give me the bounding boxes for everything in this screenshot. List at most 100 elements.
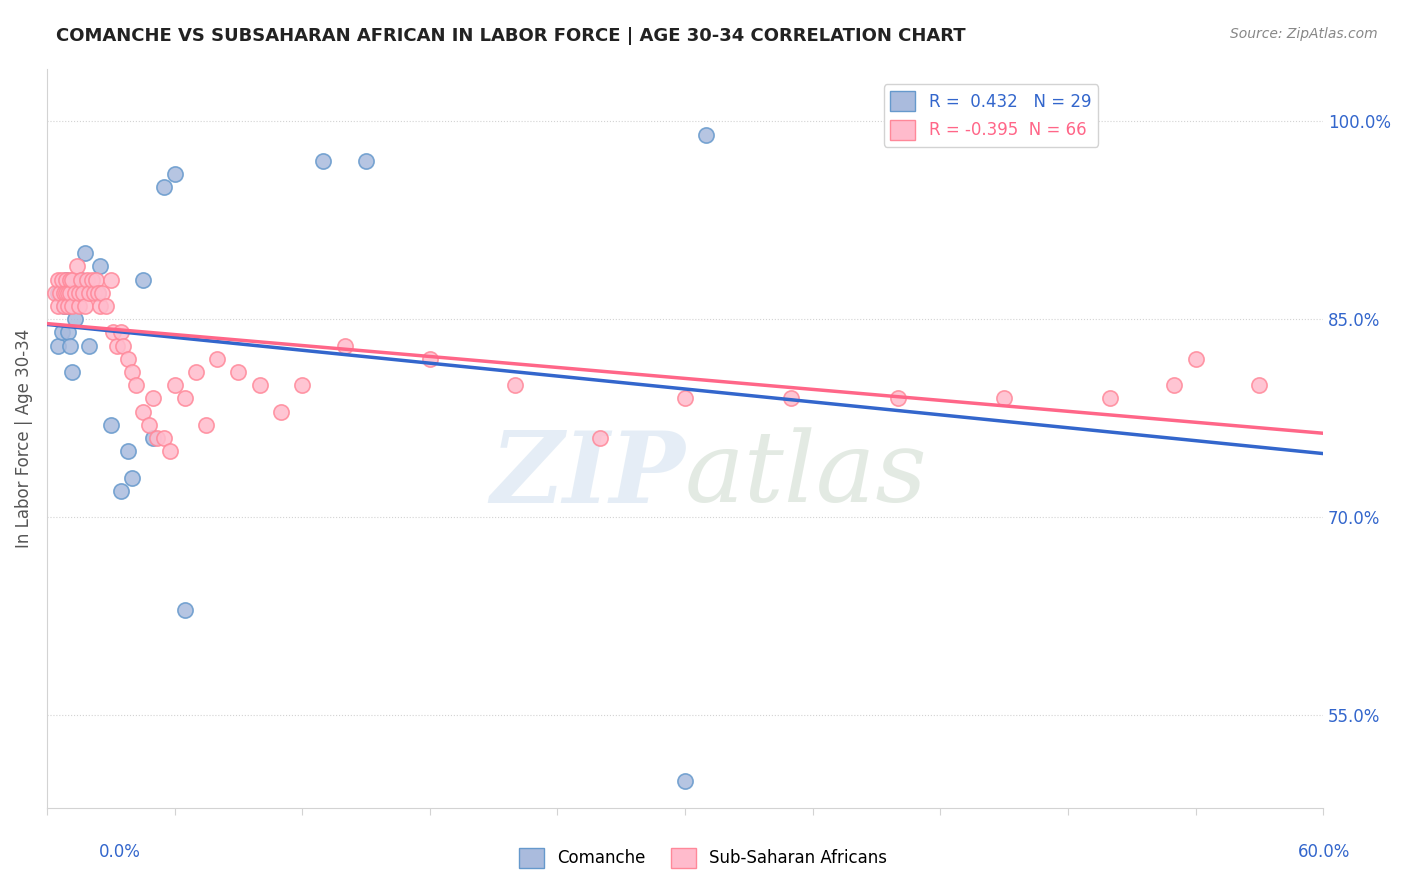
Point (163, 167, 186, 181)
Point (886, 392, 908, 406)
Point (100, 417, 122, 432)
Point (56, 299, 79, 313)
Point (56, 285, 79, 300)
Point (174, 602, 197, 616)
Point (117, 351, 139, 366)
Point (52, 299, 75, 313)
Point (76, 273, 98, 287)
Point (163, 378, 186, 392)
Point (89, 299, 111, 313)
Point (66, 260, 89, 274)
Point (59, 339, 82, 353)
Point (153, 180, 176, 194)
Text: 60.0%: 60.0% (1298, 843, 1350, 861)
Text: 0.0%: 0.0% (98, 843, 141, 861)
Point (105, 339, 128, 353)
Point (89, 260, 111, 274)
Point (75, 246, 97, 260)
Text: COMANCHE VS SUBSAHARAN AFRICAN IN LABOR FORCE | AGE 30-34 CORRELATION CHART: COMANCHE VS SUBSAHARAN AFRICAN IN LABOR … (56, 27, 966, 45)
Y-axis label: In Labor Force | Age 30-34: In Labor Force | Age 30-34 (15, 328, 32, 548)
Point (91, 285, 114, 300)
Point (249, 378, 271, 392)
Point (62, 365, 84, 379)
Point (695, 128, 717, 142)
Point (51, 273, 73, 287)
Point (1249, 378, 1271, 392)
Point (503, 378, 526, 392)
Point (55, 285, 77, 300)
Point (63, 312, 86, 326)
Legend: Comanche, Sub-Saharan Africans: Comanche, Sub-Saharan Africans (512, 841, 894, 875)
Point (112, 339, 135, 353)
Point (110, 483, 132, 498)
Point (70, 273, 93, 287)
Point (87, 285, 110, 300)
Point (138, 417, 160, 432)
Point (59, 285, 82, 300)
Point (993, 392, 1015, 406)
Point (205, 351, 228, 366)
Point (333, 339, 356, 353)
Point (780, 392, 803, 406)
Point (55, 273, 77, 287)
Point (55, 273, 77, 287)
Point (63, 285, 86, 300)
Point (80, 273, 103, 287)
Point (1099, 392, 1122, 406)
Point (153, 431, 176, 445)
Point (67, 285, 90, 300)
Point (51, 326, 73, 340)
Text: atlas: atlas (685, 427, 928, 523)
Point (101, 326, 124, 340)
Point (142, 392, 165, 406)
Point (312, 153, 335, 168)
Point (48, 285, 70, 300)
Point (56, 326, 79, 340)
Point (44, 285, 66, 300)
Point (419, 351, 441, 366)
Point (159, 444, 181, 458)
Point (117, 444, 139, 458)
Point (131, 273, 153, 287)
Point (673, 392, 696, 406)
Point (52, 285, 75, 300)
Text: ZIP: ZIP (491, 426, 685, 524)
Point (146, 431, 169, 445)
Point (291, 378, 314, 392)
Point (1184, 351, 1206, 366)
Point (100, 273, 122, 287)
Point (46, 285, 69, 300)
Point (87, 285, 110, 300)
Point (62, 299, 84, 313)
Point (67, 299, 90, 313)
Point (70, 273, 93, 287)
Point (228, 365, 250, 379)
Point (56, 299, 79, 313)
Point (62, 273, 84, 287)
Point (72, 285, 94, 300)
Point (96, 299, 118, 313)
Point (195, 417, 218, 432)
Point (354, 153, 377, 168)
Point (174, 392, 197, 406)
Point (79, 339, 101, 353)
Legend: R =  0.432   N = 29, R = -0.395  N = 66: R = 0.432 N = 29, R = -0.395 N = 66 (884, 84, 1098, 146)
Point (83, 285, 105, 300)
Point (270, 405, 292, 419)
Point (110, 326, 132, 340)
Point (1163, 378, 1185, 392)
Text: Source: ZipAtlas.com: Source: ZipAtlas.com (1230, 27, 1378, 41)
Point (59, 273, 82, 287)
Point (46, 339, 69, 353)
Point (75, 299, 97, 313)
Point (131, 405, 153, 419)
Point (121, 365, 143, 379)
Point (673, 774, 696, 789)
Point (52, 299, 75, 313)
Point (125, 378, 148, 392)
Point (142, 431, 165, 445)
Point (46, 299, 69, 313)
Point (184, 365, 207, 379)
Point (121, 470, 143, 484)
Point (46, 273, 69, 287)
